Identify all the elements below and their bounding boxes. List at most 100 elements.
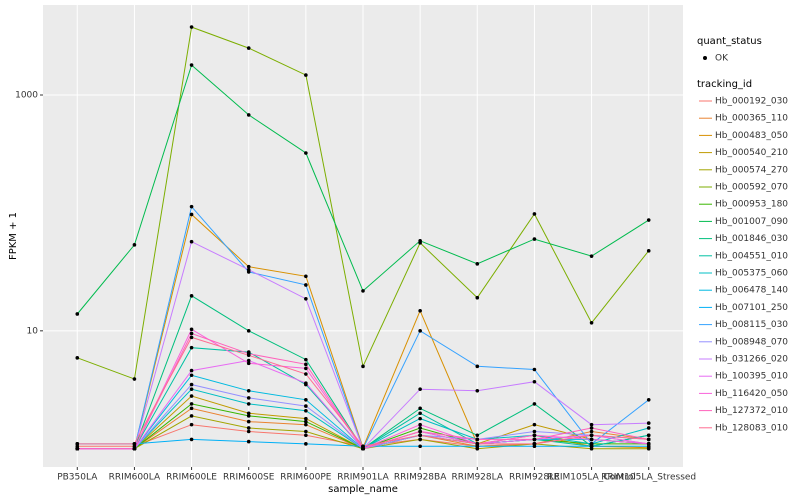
point: [475, 437, 480, 442]
x-axis-label: sample_name: [328, 484, 398, 495]
point: [246, 113, 251, 117]
point: [189, 387, 194, 391]
point: [246, 414, 251, 418]
legend-label: Hb_006478_140: [715, 286, 788, 296]
legend-title: quant_status: [697, 36, 762, 47]
point: [304, 362, 308, 367]
point: [75, 356, 80, 360]
x-tick-label: RRIM901LA: [337, 473, 389, 483]
point: [532, 422, 537, 427]
point: [189, 382, 194, 387]
point: [532, 237, 537, 241]
x-tick-label: RRIM105LA_Control: [547, 473, 636, 483]
point: [418, 416, 422, 421]
point: [532, 437, 537, 442]
point: [589, 426, 594, 430]
x-tick-label: PB350LA: [57, 473, 98, 483]
legend-label: Hb_001846_030: [715, 234, 788, 244]
point: [304, 274, 308, 279]
x-tick-label: RRIM600SE: [223, 473, 275, 483]
point: [475, 262, 480, 266]
point: [304, 357, 308, 362]
legend-marker: [703, 56, 707, 60]
point: [246, 411, 251, 416]
point: [132, 442, 137, 446]
point: [304, 381, 308, 385]
x-tick-label: RRIM928LA: [452, 473, 504, 483]
legend-label: Hb_000365_110: [715, 114, 788, 124]
point: [304, 422, 308, 427]
point: [589, 437, 594, 442]
point: [361, 364, 365, 369]
point: [589, 446, 594, 451]
point: [246, 329, 251, 333]
point: [189, 414, 194, 418]
point: [418, 426, 422, 430]
point: [418, 239, 422, 243]
legend-label: Hb_005375_060: [715, 269, 788, 279]
legend-label: OK: [715, 54, 729, 64]
point: [304, 398, 308, 402]
point: [418, 406, 422, 411]
legend-label: Hb_031266_020: [715, 355, 788, 365]
point: [361, 446, 365, 451]
point: [246, 358, 251, 363]
legend-label: Hb_000483_050: [715, 131, 788, 141]
point: [418, 422, 422, 427]
point: [304, 419, 308, 424]
point: [246, 267, 251, 272]
point: [132, 446, 137, 451]
point: [646, 249, 651, 253]
point: [189, 437, 194, 442]
point: [646, 218, 651, 222]
point: [189, 406, 194, 411]
point: [304, 404, 308, 408]
x-tick-label: RRIM600LE: [166, 473, 217, 483]
point: [532, 433, 537, 438]
legend-label: Hb_116420_050: [715, 389, 788, 399]
point: [246, 426, 251, 430]
x-tick-label: RRIM105LA_Stressed: [601, 473, 696, 483]
point: [304, 416, 308, 421]
point: [189, 327, 194, 332]
point: [646, 398, 651, 402]
legend-label: Hb_001007_090: [715, 217, 788, 227]
y-tick-label: 1000: [15, 91, 38, 101]
x-tick-label: RRIM600PE: [280, 473, 332, 483]
legend-label: Hb_000574_270: [715, 165, 788, 175]
point: [646, 437, 651, 442]
point: [189, 345, 194, 350]
point: [246, 353, 251, 358]
point: [189, 422, 194, 427]
x-tick-label: RRIM928LE: [509, 473, 560, 483]
point: [304, 366, 308, 371]
point: [589, 320, 594, 325]
point: [75, 442, 80, 446]
y-axis-label: FPKM + 1: [8, 212, 19, 260]
y-tick-label: 10: [27, 326, 39, 336]
point: [246, 389, 251, 393]
point: [475, 446, 480, 451]
point: [532, 442, 537, 446]
legend-label: Hb_008948_070: [715, 337, 788, 347]
point: [189, 294, 194, 298]
point: [189, 402, 194, 406]
point: [646, 442, 651, 446]
point: [246, 396, 251, 400]
point: [304, 408, 308, 413]
point: [304, 283, 308, 287]
legend-label: Hb_000540_210: [715, 148, 788, 158]
point: [189, 394, 194, 398]
legend-label: Hb_008115_030: [715, 320, 788, 330]
point: [189, 373, 194, 378]
point: [532, 212, 537, 216]
x-tick-label: RRIM928BA: [394, 473, 447, 483]
point: [132, 377, 137, 381]
legend-label: Hb_007101_250: [715, 303, 788, 313]
point: [418, 387, 422, 391]
point: [304, 73, 308, 77]
legend-label: Hb_128083_010: [715, 423, 788, 433]
point: [589, 254, 594, 258]
point: [189, 331, 194, 336]
point: [189, 368, 194, 373]
